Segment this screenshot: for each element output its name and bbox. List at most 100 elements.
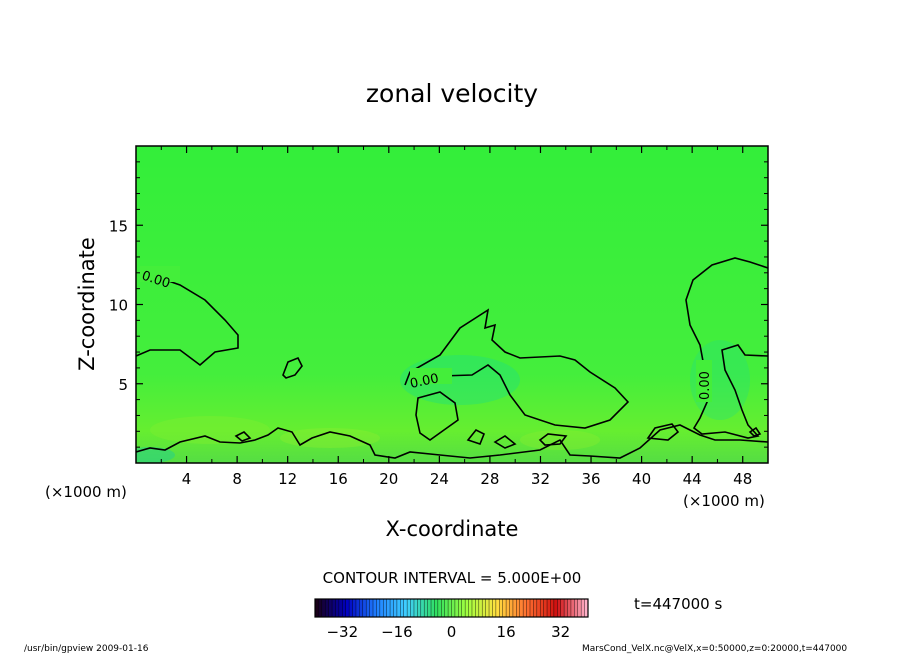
y-tick-label: 15 bbox=[109, 217, 128, 235]
contour-lines bbox=[136, 257, 768, 459]
colorbar-cell bbox=[437, 599, 442, 617]
colorbar-cell bbox=[417, 599, 422, 617]
y-tick-label: 5 bbox=[118, 376, 128, 394]
contour-line-lower-center bbox=[415, 391, 459, 441]
contour-label-center: 0.00 bbox=[409, 371, 440, 392]
colorbar-cell bbox=[451, 599, 456, 617]
colorbar-cell bbox=[553, 599, 558, 617]
x-axis-unit-right: (×1000 m) bbox=[683, 492, 765, 510]
x-tick-label: 8 bbox=[232, 470, 242, 488]
colorbar-cell bbox=[478, 599, 483, 617]
x-tick-label: 4 bbox=[182, 470, 192, 488]
colorbar-cell bbox=[482, 599, 487, 617]
colorbar-cell bbox=[536, 599, 541, 617]
colorbar-cell bbox=[444, 599, 449, 617]
time-label: t=447000 s bbox=[634, 595, 722, 613]
footer-left: /usr/bin/gpview 2009-01-16 bbox=[24, 644, 149, 654]
x-tick-label: 20 bbox=[379, 470, 398, 488]
colorbar-cell bbox=[516, 599, 521, 617]
colorbar-cell bbox=[427, 599, 432, 617]
contour-line-left bbox=[136, 271, 239, 367]
colorbar-cell bbox=[461, 599, 466, 617]
colorbar-cell bbox=[526, 599, 531, 617]
colorbar-cell bbox=[431, 599, 435, 617]
colorbar-cell bbox=[386, 599, 391, 617]
colorbar-cell bbox=[373, 599, 377, 617]
colorbar-cell bbox=[369, 599, 374, 617]
colorbar-cell bbox=[355, 599, 360, 617]
colorbar-cell bbox=[383, 599, 388, 617]
contour-line-blob-2 bbox=[234, 431, 252, 442]
contour-line-blob-5 bbox=[646, 423, 680, 441]
colorbar-cell bbox=[465, 599, 469, 617]
contour-line-blob-4 bbox=[538, 433, 568, 446]
colorbar-cell bbox=[407, 599, 411, 617]
x-tick-label: 24 bbox=[430, 470, 449, 488]
x-tick-label: 28 bbox=[480, 470, 499, 488]
colorbar-cell bbox=[352, 599, 357, 617]
x-tick-label: 12 bbox=[278, 470, 297, 488]
colorbar-cell bbox=[315, 599, 319, 617]
colorbar-tick-label: 16 bbox=[497, 623, 516, 641]
colorbar-cell bbox=[448, 599, 452, 617]
contour-line-bottom-band bbox=[136, 424, 768, 459]
contour-label-right: 0.00 bbox=[698, 371, 713, 400]
colorbar-cell bbox=[574, 599, 579, 617]
colorbar-cell bbox=[396, 599, 401, 617]
colorbar-cell bbox=[335, 599, 340, 617]
colorbar-tick-label: −32 bbox=[326, 623, 358, 641]
colorbar-cell bbox=[318, 599, 323, 617]
colorbar-cell bbox=[403, 599, 408, 617]
colorbar-cell bbox=[540, 599, 545, 617]
heatmap-field bbox=[136, 146, 768, 463]
contour-line-blob-3 bbox=[466, 428, 486, 445]
colorbar-cell bbox=[434, 599, 439, 617]
colorbar-cell bbox=[328, 599, 333, 617]
y-tick-label: 10 bbox=[109, 297, 128, 315]
colorbar-cell bbox=[393, 599, 398, 617]
colorbar-cell bbox=[379, 599, 384, 617]
x-tick-label: 40 bbox=[632, 470, 651, 488]
x-tick-label: 36 bbox=[581, 470, 600, 488]
contour-interval-label: CONTOUR INTERVAL = 5.000E+00 bbox=[323, 569, 582, 587]
colorbar-cell bbox=[332, 599, 336, 617]
x-axis: 4 8 12 16 20 24 28 32 36 40 44 48 bbox=[160, 146, 752, 488]
colorbar-cell bbox=[492, 599, 497, 617]
colorbar-cell bbox=[523, 599, 527, 617]
colorbar-cell bbox=[359, 599, 364, 617]
colorbar-cell bbox=[321, 599, 326, 617]
colorbar-cell bbox=[325, 599, 330, 617]
colorbar-cell bbox=[424, 599, 429, 617]
colorbar-cell bbox=[413, 599, 418, 617]
colorbar-cell bbox=[533, 599, 538, 617]
colorbar-cell bbox=[349, 599, 353, 617]
x-axis-title: X-coordinate bbox=[386, 517, 519, 541]
y-axis-title: Z-coordinate bbox=[75, 237, 99, 371]
colorbar-tick-label: 32 bbox=[551, 623, 570, 641]
colorbar-cell bbox=[495, 599, 500, 617]
chart-title: zonal velocity bbox=[366, 79, 538, 108]
colorbar-cell bbox=[529, 599, 534, 617]
colorbar-cell bbox=[547, 599, 551, 617]
colorbar-cell bbox=[506, 599, 510, 617]
colorbar-frame bbox=[314, 598, 589, 618]
colorbar-cell bbox=[400, 599, 405, 617]
colorbar-cell bbox=[410, 599, 415, 617]
colorbar-cell bbox=[499, 599, 504, 617]
colorbar-cell bbox=[468, 599, 473, 617]
colorbar-cell bbox=[557, 599, 562, 617]
colorbar-cell bbox=[509, 599, 514, 617]
contour-line-blob-7 bbox=[493, 435, 517, 449]
colorbar-cell bbox=[502, 599, 507, 617]
colorbar-tick-label: −16 bbox=[381, 623, 413, 641]
colorbar-ticks: −32 −16 0 16 32 bbox=[326, 623, 570, 641]
colorbar-cell bbox=[342, 599, 347, 617]
colorbar bbox=[314, 598, 589, 618]
colorbar-cell bbox=[485, 599, 490, 617]
colorbar-cell bbox=[376, 599, 381, 617]
colorbar-cell bbox=[390, 599, 394, 617]
colorbar-cell bbox=[454, 599, 459, 617]
colorbar-tick-label: 0 bbox=[447, 623, 457, 641]
colorbar-cell bbox=[441, 599, 446, 617]
